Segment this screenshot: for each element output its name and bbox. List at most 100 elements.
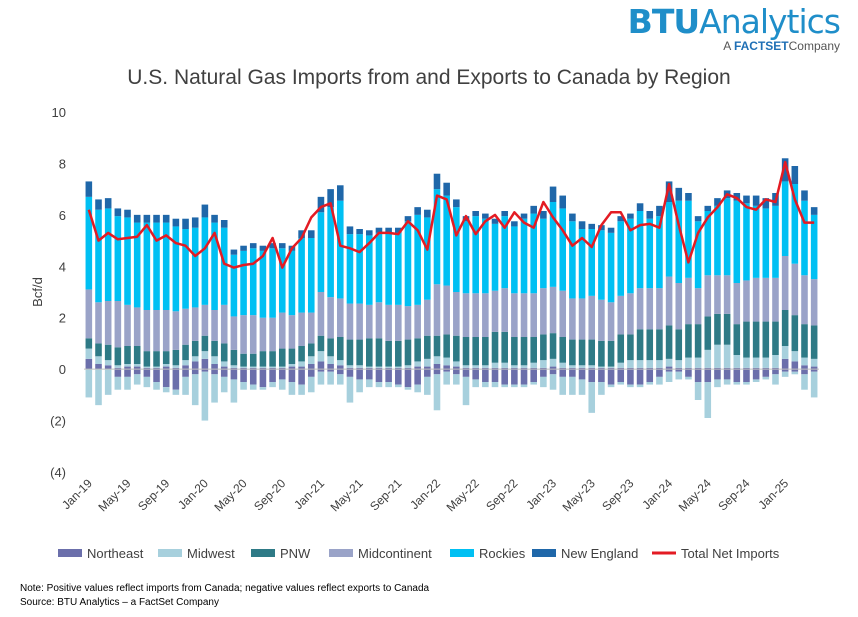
bar-new-england: [781, 158, 789, 182]
bar-midcontinent: [520, 293, 528, 337]
bar-midwest: [752, 357, 760, 368]
bar-midwest: [375, 382, 383, 388]
bar-midwest: [511, 365, 518, 368]
bar-midcontinent: [511, 293, 518, 337]
line-total-net-imports: [87, 160, 815, 269]
bar-northeast: [395, 367, 402, 370]
bar-northeast: [781, 369, 789, 372]
bar-pnw: [810, 325, 818, 359]
bar-northeast: [540, 367, 547, 370]
bar-new-england: [520, 213, 528, 219]
bar-pnw: [801, 324, 808, 358]
bar-rockies: [607, 232, 615, 303]
bar-midwest: [269, 366, 276, 368]
bar-new-england: [511, 221, 518, 227]
bar-midwest: [617, 382, 625, 385]
bar-midwest: [95, 369, 102, 406]
bar-rockies: [124, 217, 131, 305]
bar-midcontinent: [578, 298, 586, 340]
bar-pnw: [240, 353, 247, 367]
bar-new-england: [578, 221, 586, 229]
bar-midwest: [685, 357, 692, 368]
bar-pnw: [153, 351, 160, 367]
bar-new-england: [704, 205, 712, 211]
bar-northeast: [143, 367, 151, 370]
bar-midwest: [201, 351, 209, 359]
x-tick-label: Jan-21: [291, 476, 327, 512]
bar-rockies: [598, 230, 605, 300]
bar-midwest: [723, 344, 731, 368]
bar-northeast: [607, 369, 615, 385]
bar-northeast: [172, 369, 180, 390]
bar-midcontinent: [356, 303, 363, 340]
bar-midwest: [501, 362, 508, 368]
x-tick-label: May-24: [676, 476, 714, 514]
legend-label: Rockies: [479, 546, 526, 561]
bar-pnw: [636, 329, 644, 361]
bar-northeast: [443, 369, 450, 372]
bar-midwest: [288, 382, 296, 395]
bar-pnw: [723, 313, 731, 345]
bar-pnw: [191, 340, 199, 357]
y-axis-label: Bcf/d: [30, 277, 45, 307]
bar-northeast: [752, 367, 760, 370]
bar-new-england: [395, 227, 402, 233]
bar-rockies: [801, 200, 808, 276]
bar-midwest: [791, 371, 799, 375]
bar-new-england: [530, 205, 537, 214]
bar-midwest: [182, 360, 189, 366]
bar-rockies: [230, 254, 238, 317]
legend-swatch-new-england: [532, 549, 556, 557]
bar-midwest: [356, 365, 363, 368]
bar-rockies: [317, 212, 325, 292]
bar-northeast: [191, 369, 199, 375]
y-tick-label: 2: [59, 311, 66, 326]
bar-midwest: [646, 382, 654, 385]
bar-midwest: [346, 376, 354, 403]
bar-midcontinent: [143, 310, 151, 352]
bar-northeast: [317, 369, 325, 372]
legend-swatch-pnw: [251, 549, 275, 557]
bar-pnw: [733, 324, 741, 355]
bar-northeast: [704, 367, 712, 370]
bar-pnw: [433, 335, 441, 357]
bar-new-england: [569, 213, 576, 222]
bar-northeast: [327, 369, 334, 372]
bar-midcontinent: [685, 277, 692, 325]
bar-northeast: [85, 358, 93, 370]
bar-pnw: [772, 321, 779, 355]
bar-midwest: [162, 387, 170, 393]
bar-rockies: [752, 205, 760, 278]
bar-pnw: [472, 337, 479, 366]
bar-rockies: [772, 205, 779, 278]
bar-northeast: [501, 367, 508, 370]
bar-northeast: [172, 367, 180, 370]
bar-rockies: [627, 218, 634, 294]
bar-northeast: [433, 369, 441, 375]
bar-pnw: [569, 339, 576, 366]
bar-rockies: [356, 234, 363, 304]
bar-pnw: [540, 334, 547, 361]
x-tick-label: Jan-19: [59, 476, 95, 512]
bar-rockies: [791, 184, 799, 264]
bar-northeast: [424, 366, 431, 370]
bar-midwest: [540, 360, 547, 368]
bar-midwest: [675, 371, 683, 380]
bar-rockies: [462, 221, 470, 294]
bar-rockies: [762, 208, 770, 278]
bar-pnw: [511, 337, 518, 366]
bar-northeast: [743, 369, 750, 382]
bar-midwest: [259, 387, 267, 390]
bar-rockies: [220, 227, 228, 305]
bar-new-england: [346, 226, 354, 235]
bar-pnw: [143, 351, 151, 367]
bar-midcontinent: [472, 293, 479, 337]
bar-midcontinent: [453, 292, 460, 336]
bar-rockies: [259, 250, 267, 318]
bar-midcontinent: [385, 304, 392, 341]
bar-northeast: [578, 369, 586, 380]
bar-midcontinent: [636, 288, 644, 330]
bar-midcontinent: [114, 301, 122, 348]
bar-rockies: [810, 214, 818, 280]
bar-northeast: [133, 366, 141, 370]
